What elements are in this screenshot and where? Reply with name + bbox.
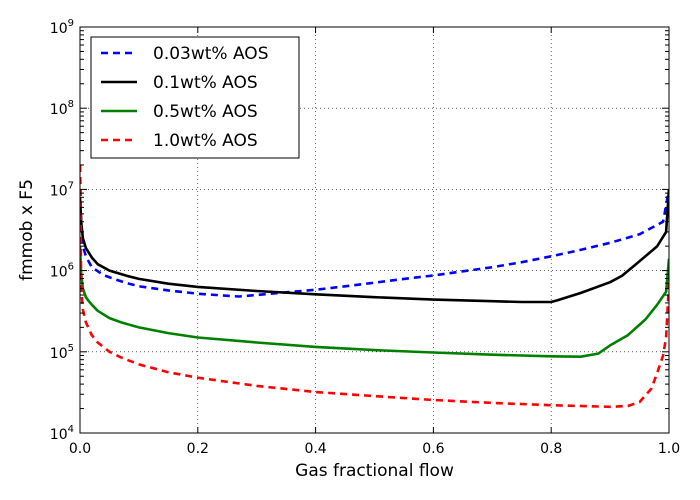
y-tick-label: 106	[50, 262, 74, 281]
legend-label: 0.5wt% AOS	[153, 102, 258, 122]
legend-box	[90, 36, 300, 159]
series-line-3	[80, 164, 669, 409]
legend-label: 1.0wt% AOS	[153, 131, 258, 151]
y-tick-label: 107	[50, 180, 74, 199]
x-tick-label: 0.6	[422, 441, 444, 457]
y-tick-label: 109	[50, 18, 74, 37]
legend-label: 0.03wt% AOS	[153, 44, 268, 64]
legend-label: 0.1wt% AOS	[153, 73, 258, 93]
x-tick-label: 0.0	[69, 441, 91, 457]
y-axis-title: fmmob x F5	[17, 179, 37, 281]
y-tick-label: 105	[50, 343, 74, 362]
x-axis-title: Gas fractional flow	[295, 461, 454, 481]
x-tick-label: 1.0	[658, 441, 680, 457]
x-tick-label: 0.8	[540, 441, 562, 457]
x-tick-label: 0.2	[187, 441, 209, 457]
series-layer	[80, 164, 669, 409]
legend: 0.03wt% AOS 0.1wt% AOS 0.5wt% AOS 1.0wt% AO…	[90, 36, 300, 159]
y-tick-labels: 104 105 106 107 108 109	[50, 18, 74, 443]
ticks	[79, 26, 670, 434]
x-tick-label: 0.4	[304, 441, 326, 457]
plot-frame	[79, 26, 670, 434]
x-tick-labels: 0.0 0.2 0.4 0.6 0.8 1.0	[69, 441, 680, 457]
series-line-2	[80, 246, 669, 359]
y-tick-label: 108	[50, 99, 74, 118]
y-tick-label: 104	[50, 424, 74, 443]
series-line-1	[80, 189, 669, 304]
